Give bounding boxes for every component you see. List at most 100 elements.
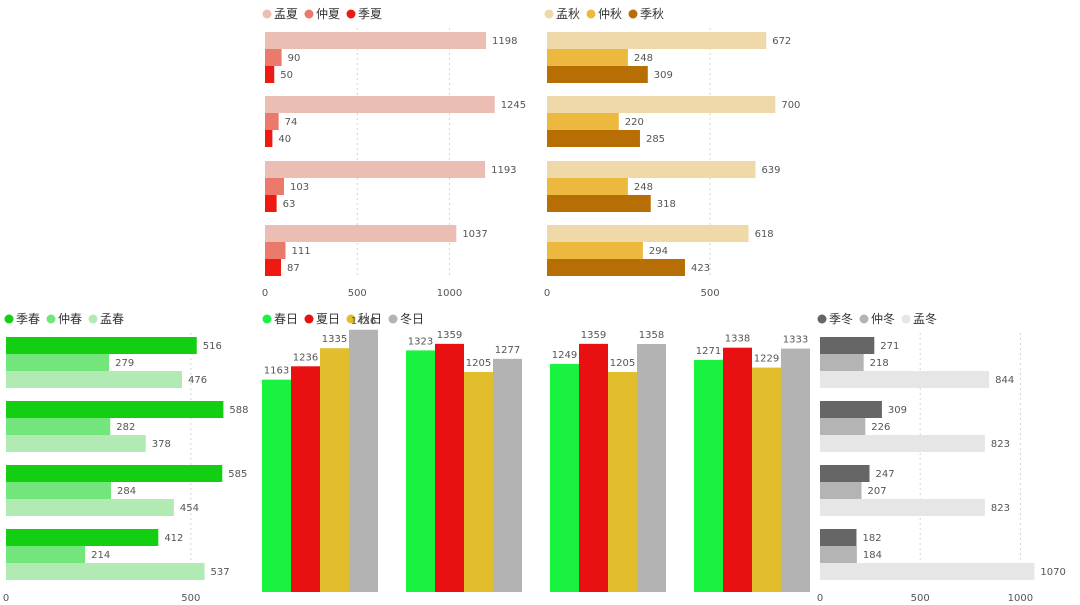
- winter-data-label-0-1: 218: [870, 358, 889, 369]
- summer-bar-0-1: [265, 49, 282, 66]
- autumn-data-label-2-2: 318: [657, 199, 676, 210]
- summer-legend-label-2: 季夏: [358, 7, 382, 21]
- days-data-label-3-0: 1271: [696, 346, 721, 357]
- autumn-legend-label-0: 孟秋: [556, 7, 580, 21]
- spring-data-label-3-2: 537: [211, 567, 230, 578]
- winter-bar-0-1: [820, 354, 864, 371]
- days-data-label-3-1: 1338: [725, 334, 750, 345]
- winter-chart: 0 500 1000 271 218 844 309 226 823 247 207 823 182 18…: [817, 333, 1066, 604]
- spring-chart: 0 500 516 279 476 588 282 378 585 284 454 412 214 537: [3, 333, 248, 604]
- autumn-legend: 孟秋 仲秋 季秋: [544, 7, 664, 21]
- spring-data-label-1-1: 282: [116, 422, 135, 433]
- days-data-label-0-1: 1236: [293, 352, 318, 363]
- days-data-label-2-2: 1205: [610, 358, 635, 369]
- summer-data-label-2-2: 63: [283, 199, 296, 210]
- spring-bar-0-0: [6, 337, 197, 354]
- spring-data-label-1-2: 378: [152, 439, 171, 450]
- days-data-label-2-1: 1359: [581, 330, 606, 341]
- days-bar-1-1: [435, 343, 464, 592]
- autumn-tick-label-0: 0: [544, 288, 550, 299]
- summer-bar-0-0: [265, 32, 487, 49]
- spring-legend: 季春 仲春 孟春: [4, 312, 124, 326]
- autumn-bar-3-2: [547, 259, 685, 276]
- winter-bar-2-2: [820, 499, 985, 516]
- summer-bar-0-2: [265, 66, 275, 83]
- autumn-bar-2-1: [547, 178, 628, 195]
- days-bar-0-3: [349, 329, 378, 592]
- autumn-data-label-1-1: 220: [625, 117, 644, 128]
- autumn-data-label-1-2: 285: [646, 134, 665, 145]
- summer-data-label-1-0: 1245: [501, 100, 526, 111]
- autumn-data-label-1-0: 700: [781, 100, 800, 111]
- spring-tick-label-1: 500: [181, 593, 200, 604]
- spring-bar-1-0: [6, 401, 224, 418]
- winter-data-label-2-2: 823: [991, 503, 1010, 514]
- autumn-bar-1-0: [547, 96, 776, 113]
- autumn-bar-3-1: [547, 242, 643, 259]
- autumn-bar-1-2: [547, 130, 640, 147]
- spring-legend-label-1: 仲春: [58, 312, 82, 326]
- days-data-label-1-1: 1359: [437, 330, 462, 341]
- days-bar-1-3: [493, 358, 522, 592]
- spring-data-label-3-1: 214: [91, 550, 110, 561]
- winter-tick-label-0: 0: [817, 593, 823, 604]
- autumn-bar-0-1: [547, 49, 628, 66]
- days-bar-1-2: [464, 371, 493, 592]
- summer-data-label-1-1: 74: [285, 117, 298, 128]
- autumn-legend-marker-1: [586, 9, 596, 19]
- days-bar-2-3: [637, 344, 666, 592]
- days-legend-label-3: 冬日: [400, 311, 424, 326]
- spring-legend-label-2: 孟春: [100, 312, 124, 326]
- spring-bar-2-2: [6, 499, 174, 516]
- winter-bar-3-1: [820, 546, 857, 563]
- winter-data-label-0-0: 271: [880, 341, 899, 352]
- winter-data-label-1-0: 309: [888, 405, 907, 416]
- winter-data-label-3-2: 1070: [1040, 567, 1065, 578]
- summer-bar-2-2: [265, 195, 277, 212]
- spring-data-label-0-2: 476: [188, 375, 207, 386]
- winter-legend-marker-2: [901, 314, 911, 324]
- winter-data-label-1-2: 823: [991, 439, 1010, 450]
- days-bar-3-1: [723, 347, 752, 592]
- autumn-data-label-3-0: 618: [755, 229, 774, 240]
- autumn-bar-0-0: [547, 32, 767, 49]
- autumn-legend-marker-0: [544, 9, 554, 19]
- winter-data-label-3-0: 182: [862, 533, 881, 544]
- days-legend-marker-1: [304, 314, 314, 324]
- days-bar-3-0: [694, 359, 723, 592]
- summer-bar-3-2: [265, 259, 282, 276]
- spring-data-label-0-0: 516: [203, 341, 222, 352]
- winter-bar-1-1: [820, 418, 866, 435]
- winter-bar-3-2: [820, 563, 1035, 580]
- days-legend-label-0: 春日: [274, 312, 298, 326]
- winter-data-label-0-2: 844: [995, 375, 1014, 386]
- spring-bar-0-2: [6, 371, 182, 388]
- summer-legend-marker-2: [346, 9, 356, 19]
- winter-data-label-3-1: 184: [863, 550, 882, 561]
- spring-bar-0-1: [6, 354, 110, 371]
- spring-bar-1-2: [6, 435, 146, 452]
- summer-data-label-0-1: 90: [288, 53, 301, 64]
- spring-legend-marker-1: [46, 314, 56, 324]
- spring-data-label-3-0: 412: [164, 533, 183, 544]
- summer-chart: 0 500 1000 1198 90 50 1245 74 40 1193 103 63 1037 111…: [262, 28, 526, 299]
- days-bar-0-2: [320, 348, 349, 592]
- summer-data-label-0-2: 50: [280, 70, 293, 81]
- winter-bar-3-0: [820, 529, 857, 546]
- winter-bar-2-1: [820, 482, 862, 499]
- autumn-data-label-3-2: 423: [691, 263, 710, 274]
- autumn-data-label-0-2: 309: [654, 70, 673, 81]
- autumn-tick-label-1: 500: [701, 288, 720, 299]
- spring-bar-2-0: [6, 465, 223, 482]
- days-bar-2-0: [550, 363, 579, 592]
- winter-data-label-1-1: 226: [871, 422, 890, 433]
- winter-bar-2-0: [820, 465, 870, 482]
- days-data-label-3-2: 1229: [754, 354, 779, 365]
- winter-legend: 季冬 仲冬 孟冬: [817, 311, 937, 326]
- days-bar-1-0: [406, 350, 435, 592]
- autumn-legend-label-2: 季秋: [640, 7, 664, 21]
- summer-data-label-2-0: 1193: [491, 165, 516, 176]
- autumn-data-label-3-1: 294: [649, 246, 668, 257]
